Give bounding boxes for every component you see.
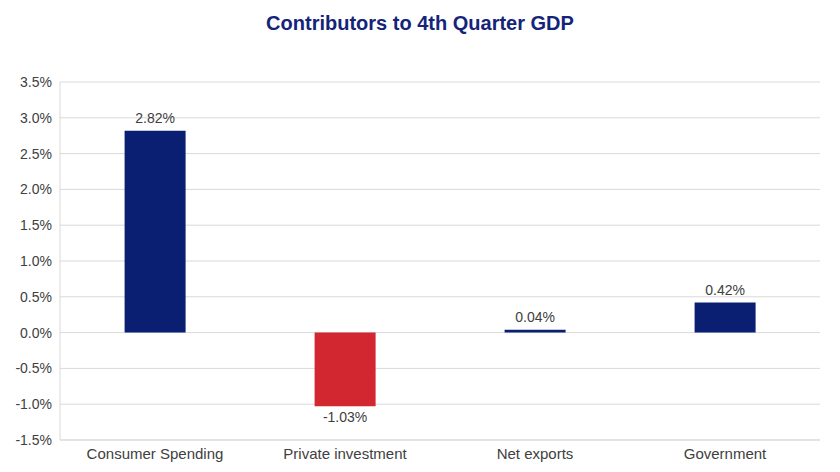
svg-text:3.5%: 3.5% [20,74,52,90]
svg-text:1.0%: 1.0% [20,253,52,269]
svg-text:2.0%: 2.0% [20,181,52,197]
svg-text:-1.03%: -1.03% [323,409,367,425]
html-text:Contributors to 4th Quarter GD: Contributors to 4th Quarter GDP [266,12,574,34]
svg-text:Consumer Spending: Consumer Spending [87,445,224,462]
svg-text:Government: Government [684,445,767,462]
svg-text:0.0%: 0.0% [20,325,52,341]
svg-text:1.5%: 1.5% [20,217,52,233]
svg-text:2.5%: 2.5% [20,146,52,162]
svg-text:0.5%: 0.5% [20,289,52,305]
svg-text:2.82%: 2.82% [135,110,175,126]
svg-text:-1.0%: -1.0% [15,396,52,412]
svg-text:-0.5%: -0.5% [15,360,52,376]
svg-text:Private investment: Private investment [283,445,407,462]
svg-text:3.0%: 3.0% [20,110,52,126]
svg-text:0.04%: 0.04% [515,309,555,325]
svg-text:Net exports: Net exports [497,445,574,462]
svg-text:0.42%: 0.42% [705,282,745,298]
svg-text:-1.5%: -1.5% [15,432,52,448]
